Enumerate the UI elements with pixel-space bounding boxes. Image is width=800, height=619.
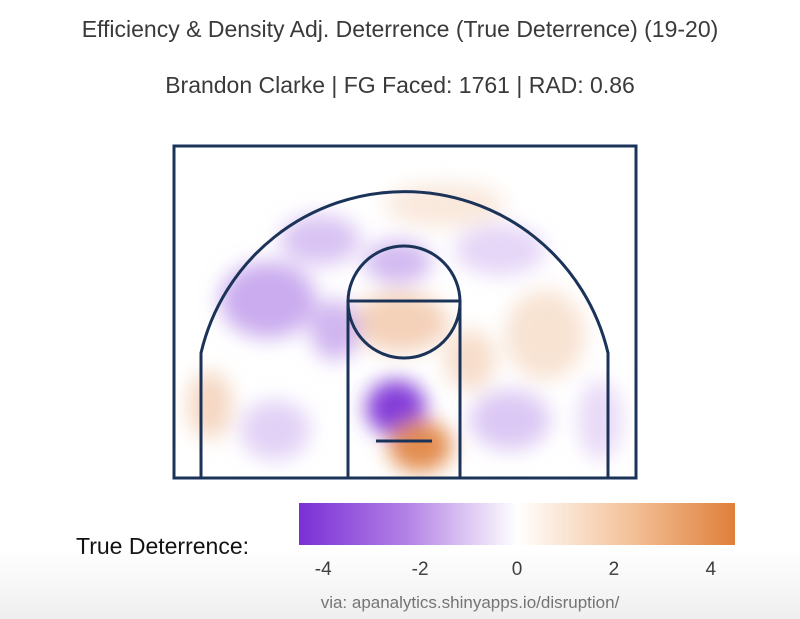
heat-cell-right-corner	[578, 380, 622, 460]
heat-cell-above-break-left	[280, 215, 360, 265]
legend-tick: 0	[511, 559, 523, 580]
heat-cell-left-elbow	[310, 300, 360, 360]
heat-cell-top-of-arc	[385, 183, 505, 227]
court-lines	[172, 144, 638, 480]
legend-colorbar	[299, 503, 735, 545]
free-throw-circle	[346, 244, 462, 360]
heat-cell-right-mid-range	[470, 390, 550, 450]
heat-cell-left-baseline	[240, 400, 310, 460]
chart-subtitle: Brandon Clarke | FG Faced: 1761 | RAD: 0…	[165, 72, 635, 98]
heatmap-layer	[188, 183, 622, 472]
three-point-line	[199, 190, 610, 478]
heat-cell-left-corner	[188, 371, 232, 439]
paint-lane	[346, 299, 462, 480]
heat-cell-right-elbow	[445, 330, 495, 390]
legend-tick: 2	[608, 559, 620, 580]
chart-title: Efficiency & Density Adj. Deterrence (Tr…	[81, 16, 719, 42]
legend-tick: 4	[705, 559, 717, 580]
legend-tick: -4	[314, 559, 332, 580]
heat-cell-above-break-right	[455, 225, 545, 275]
heat-cell-free-throw-circle	[352, 292, 448, 352]
heat-cell-left-wing-three	[220, 262, 316, 338]
source-footer: via: apanalytics.shinyapps.io/disruption…	[320, 593, 620, 612]
legend-label: True Deterrence:	[76, 533, 249, 559]
legend-tick: -2	[411, 559, 429, 580]
heat-cell-restricted-area-right	[388, 420, 452, 472]
heat-cell-right-wing	[505, 290, 585, 380]
